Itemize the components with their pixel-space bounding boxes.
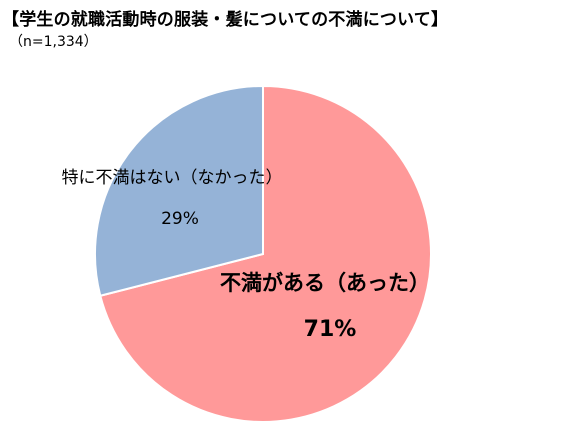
chart-subtitle: （n=1,334） — [9, 34, 98, 50]
chart-title: 【学生の就職活動時の服装・髪についての不満について】 — [2, 10, 449, 30]
pie-labels: 不満がある（あった） 71% 特に不満はない（なかった） 29% — [62, 168, 431, 342]
slice-label-1: 不満がある（あった） — [220, 271, 430, 295]
slice-value-label-2: 29% — [161, 209, 199, 229]
slice-value-label-1: 71% — [304, 317, 357, 342]
pie-slice-2 — [94, 84, 264, 297]
slice-label-2: 特に不満はない（なかった） — [62, 168, 283, 188]
pie-slice-1 — [99, 84, 432, 423]
pie-slices — [94, 84, 432, 423]
